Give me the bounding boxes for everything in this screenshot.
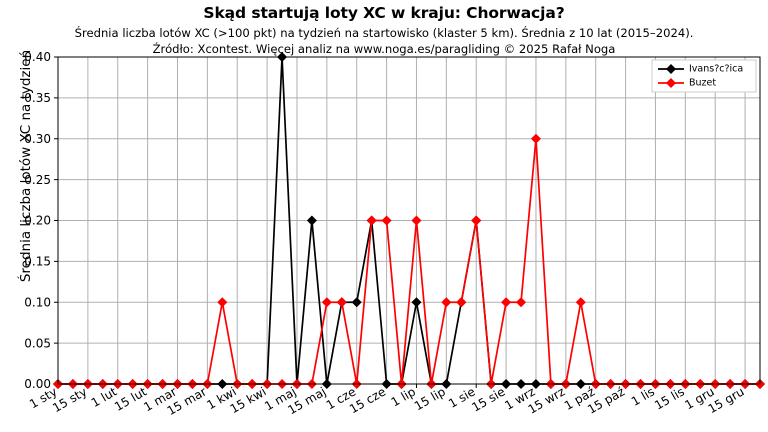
chart-source-note: Źródło: Xcontest. Więcej analiz na www.n… xyxy=(152,42,616,56)
data-point-marker xyxy=(411,215,422,226)
data-point-marker xyxy=(306,215,317,226)
legend-marker xyxy=(665,63,677,75)
legend-label: Ivans?c?ica xyxy=(689,64,743,75)
x-tick-label: 15 lis xyxy=(652,384,687,412)
y-tick-label: 0.10 xyxy=(24,295,51,309)
data-point-marker xyxy=(501,297,512,308)
plot-frame xyxy=(57,56,761,385)
y-tick-label: 0.40 xyxy=(24,50,51,64)
y-tick-label: 0.20 xyxy=(24,214,51,228)
y-tick-label: 0.35 xyxy=(24,91,51,105)
data-point-marker xyxy=(411,297,422,308)
x-tick-label: 1 lis xyxy=(629,384,657,408)
y-axis-ticks: 0.00 0.05 0.10 0.15 0.20 0.25 0.30 0.35 0.40 xyxy=(24,50,58,391)
y-tick-label: 0.25 xyxy=(24,173,51,187)
data-point-marker xyxy=(217,297,228,308)
x-tick-label: 15 sty xyxy=(50,384,89,415)
data-point-marker xyxy=(321,297,332,308)
data-point-marker xyxy=(336,297,347,308)
chart-legend: Ivans?c?ica Buzet xyxy=(651,59,757,93)
y-tick-label: 0.00 xyxy=(24,377,51,391)
y-tick-label: 0.05 xyxy=(24,336,51,350)
data-point-marker xyxy=(471,215,482,226)
y-tick-label: 0.30 xyxy=(24,132,51,146)
y-tick-label: 0.15 xyxy=(24,255,51,269)
legend-marker xyxy=(665,77,677,89)
data-point-marker xyxy=(530,133,541,144)
chart-subtitle: Średnia liczba lotów XC (>100 pkt) na ty… xyxy=(74,26,694,40)
data-point-marker xyxy=(456,297,467,308)
legend-label: Buzet xyxy=(689,78,716,89)
data-point-marker xyxy=(381,215,392,226)
x-tick-label: 15 lip xyxy=(412,384,448,413)
data-point-marker xyxy=(441,297,452,308)
x-tick-label: 15 sie xyxy=(469,384,507,414)
chart-title: Skąd startują loty XC w kraju: Chorwacja… xyxy=(203,4,565,22)
data-point-marker xyxy=(575,297,586,308)
data-point-marker xyxy=(366,215,377,226)
grid-lines xyxy=(58,56,760,384)
legend-box xyxy=(651,59,757,93)
data-point-marker xyxy=(516,297,527,308)
data-point-marker xyxy=(351,297,362,308)
